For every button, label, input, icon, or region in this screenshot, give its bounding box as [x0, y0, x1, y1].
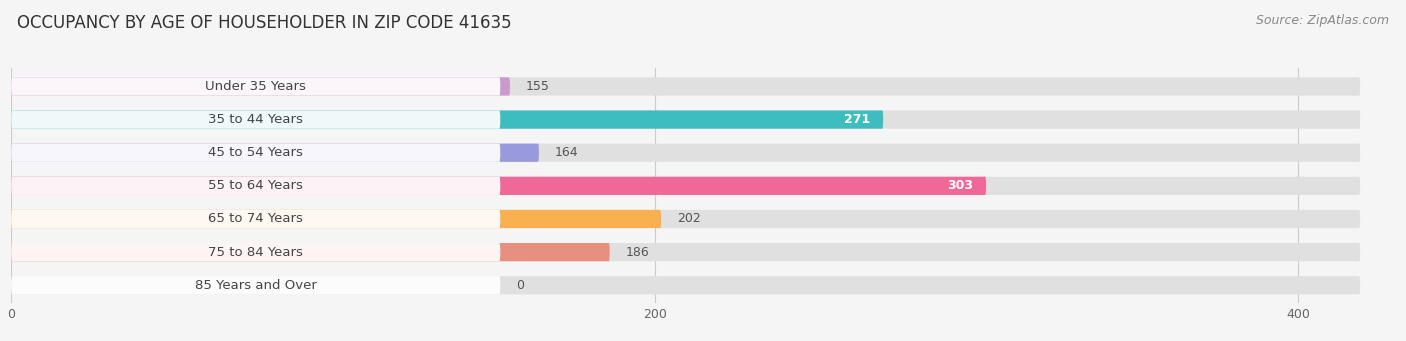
Text: 0: 0: [516, 279, 524, 292]
Text: 35 to 44 Years: 35 to 44 Years: [208, 113, 304, 126]
Text: OCCUPANCY BY AGE OF HOUSEHOLDER IN ZIP CODE 41635: OCCUPANCY BY AGE OF HOUSEHOLDER IN ZIP C…: [17, 14, 512, 32]
Text: 155: 155: [526, 80, 550, 93]
FancyBboxPatch shape: [11, 110, 883, 129]
FancyBboxPatch shape: [11, 77, 510, 95]
FancyBboxPatch shape: [11, 210, 1360, 228]
Text: 186: 186: [626, 246, 650, 258]
Text: 271: 271: [844, 113, 870, 126]
FancyBboxPatch shape: [11, 144, 538, 162]
FancyBboxPatch shape: [11, 144, 501, 162]
FancyBboxPatch shape: [11, 243, 1360, 261]
Text: Under 35 Years: Under 35 Years: [205, 80, 307, 93]
FancyBboxPatch shape: [11, 276, 501, 294]
FancyBboxPatch shape: [11, 243, 501, 261]
Text: 75 to 84 Years: 75 to 84 Years: [208, 246, 304, 258]
FancyBboxPatch shape: [11, 110, 1360, 129]
Text: 303: 303: [948, 179, 973, 192]
FancyBboxPatch shape: [11, 210, 501, 228]
Text: 55 to 64 Years: 55 to 64 Years: [208, 179, 304, 192]
Text: 202: 202: [678, 212, 702, 225]
FancyBboxPatch shape: [11, 276, 1360, 294]
FancyBboxPatch shape: [11, 77, 1360, 95]
FancyBboxPatch shape: [11, 110, 501, 129]
FancyBboxPatch shape: [11, 177, 1360, 195]
FancyBboxPatch shape: [11, 77, 501, 95]
FancyBboxPatch shape: [11, 177, 501, 195]
FancyBboxPatch shape: [11, 243, 610, 261]
Text: 85 Years and Over: 85 Years and Over: [195, 279, 316, 292]
Text: Source: ZipAtlas.com: Source: ZipAtlas.com: [1256, 14, 1389, 27]
Text: 164: 164: [555, 146, 579, 159]
FancyBboxPatch shape: [11, 210, 661, 228]
FancyBboxPatch shape: [11, 177, 986, 195]
Text: 65 to 74 Years: 65 to 74 Years: [208, 212, 304, 225]
Text: 45 to 54 Years: 45 to 54 Years: [208, 146, 304, 159]
FancyBboxPatch shape: [11, 144, 1360, 162]
